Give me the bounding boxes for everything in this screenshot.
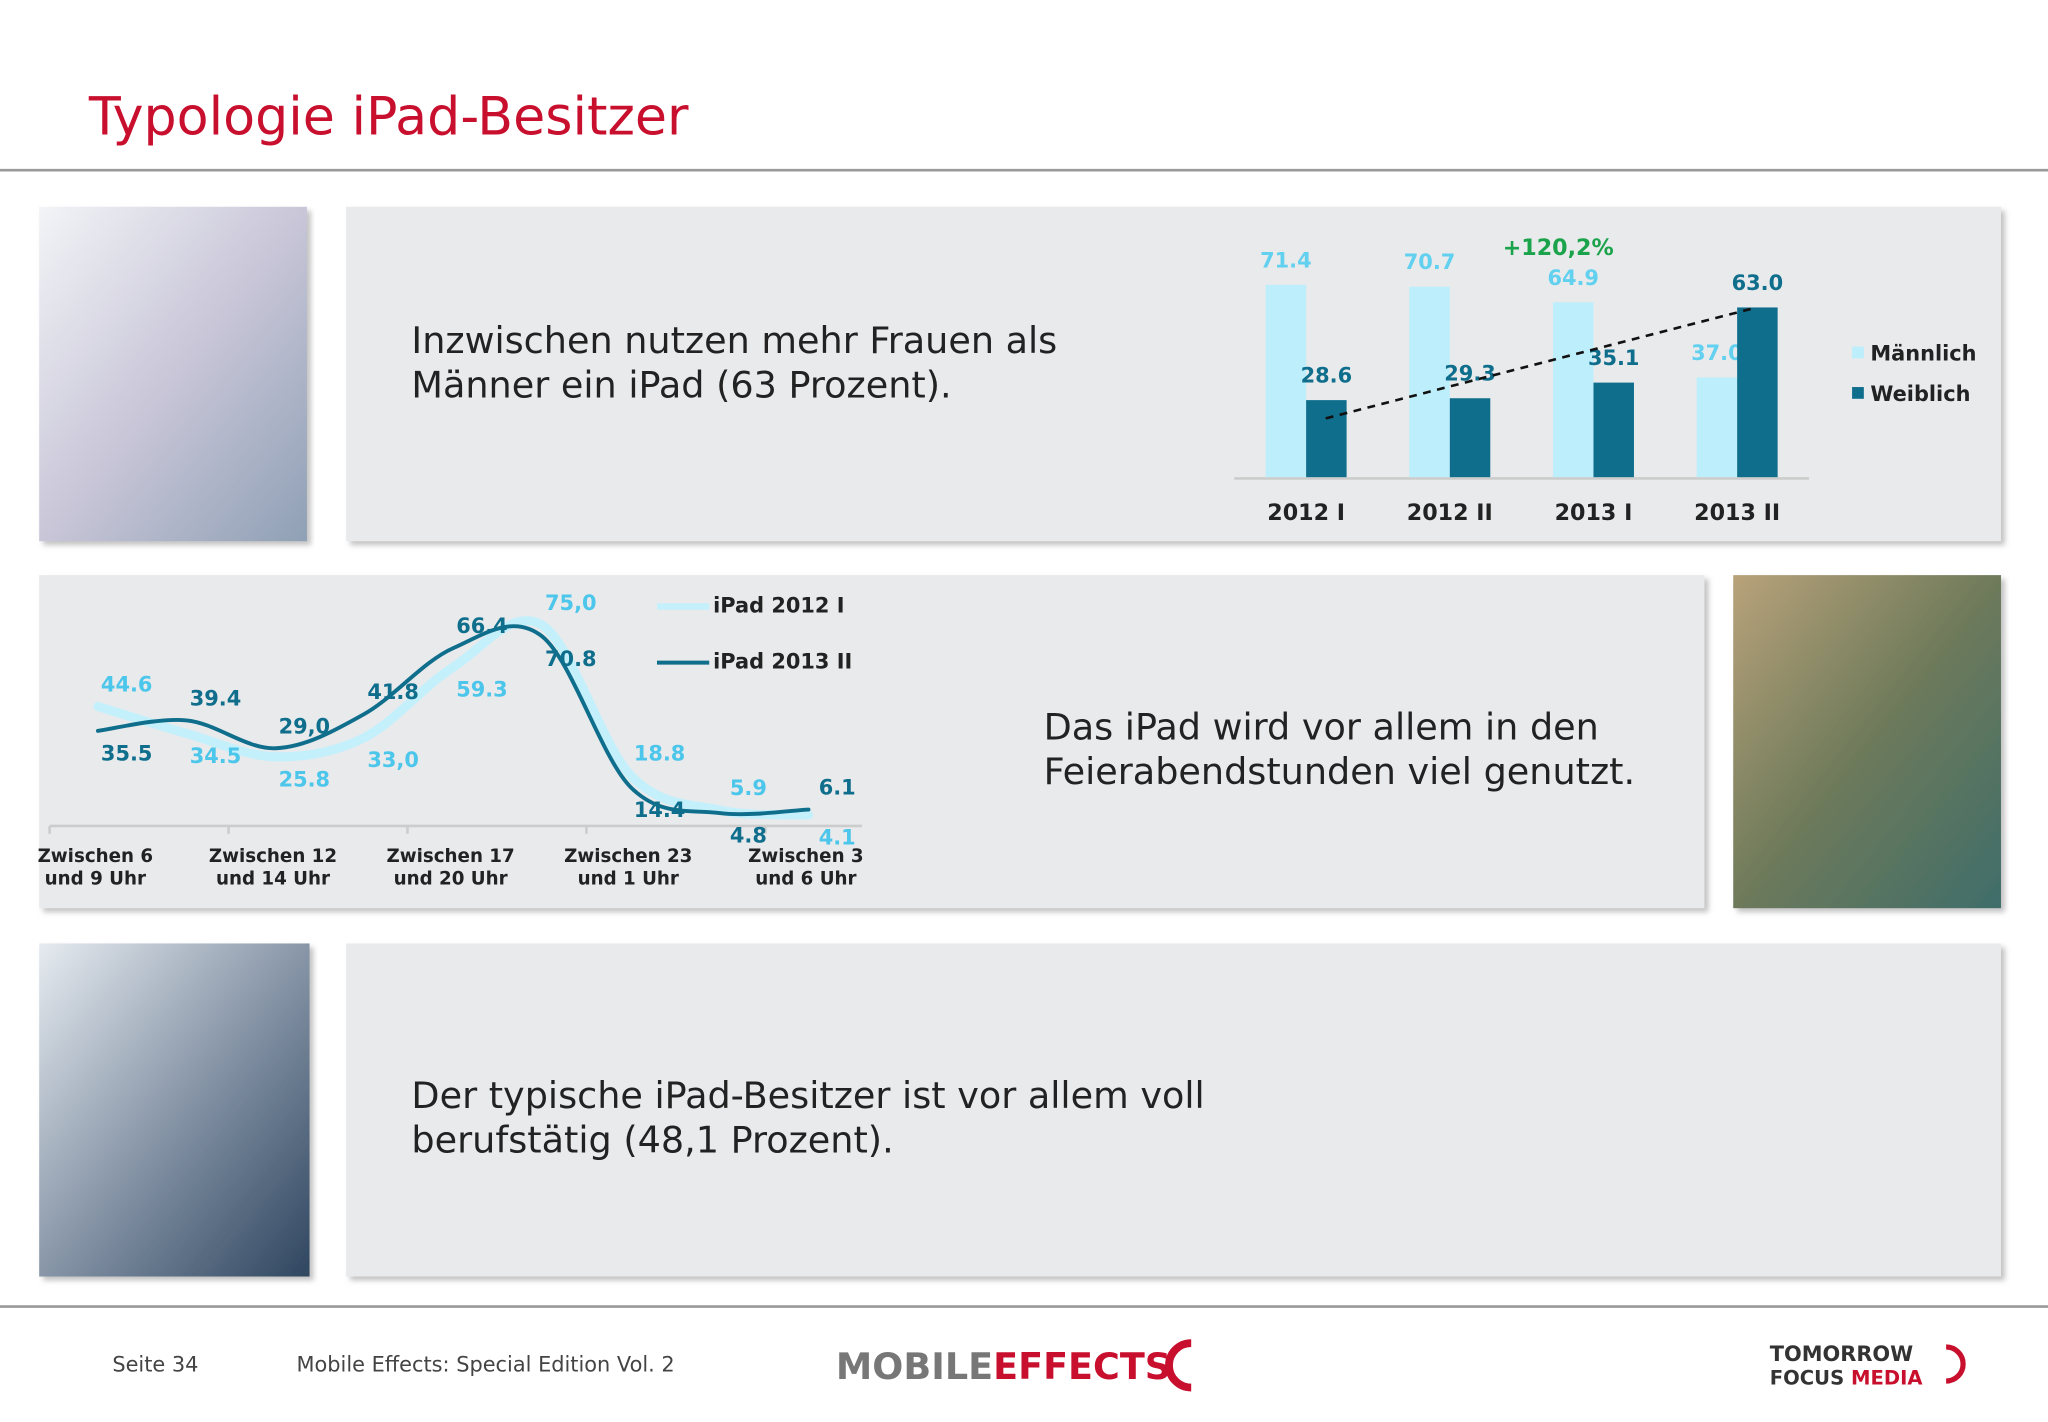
data-label: 44.6	[101, 673, 153, 697]
trend-line	[1325, 306, 1758, 420]
logo-part: MOBILE	[836, 1344, 993, 1387]
x-tick-label: 2013 II	[1694, 500, 1780, 526]
data-label: 75,0	[545, 591, 597, 615]
x-tick-label: Zwischen 3	[748, 846, 864, 867]
panel	[346, 206, 2001, 542]
x-tick-label: Zwischen 12	[209, 846, 337, 867]
data-label: 70.8	[545, 647, 597, 671]
legend-swatch	[1852, 346, 1864, 359]
data-label: 14.4	[634, 798, 686, 822]
legend-label: Weiblich	[1870, 382, 1970, 406]
data-label: 35.5	[101, 741, 153, 765]
data-label: 4.1	[819, 825, 856, 849]
x-tick-label: Zwischen 17	[386, 846, 514, 867]
panel-text: berufstätig (48,1 Prozent).	[411, 1118, 893, 1161]
logo-mark	[1165, 1339, 1192, 1392]
panel	[346, 943, 2001, 1277]
bar	[1737, 307, 1778, 478]
logo-part: FOCUS	[1770, 1366, 1844, 1389]
data-label: 25.8	[279, 767, 331, 791]
data-label: 41.8	[367, 680, 419, 704]
bar	[1449, 398, 1491, 478]
data-label: 34.5	[190, 744, 242, 768]
bar	[1409, 286, 1450, 478]
x-axis	[48, 824, 863, 834]
panel-text: Inzwischen nutzen mehr Frauen als	[411, 319, 1057, 362]
data-label: 63.0	[1732, 271, 1784, 295]
panel-text: Das iPad wird vor allem in den	[1044, 706, 1599, 749]
logo-part: MEDIA	[1851, 1366, 1923, 1389]
bar	[1552, 302, 1594, 478]
x-tick-label: und 9 Uhr	[45, 868, 146, 889]
data-label: 29,0	[279, 714, 331, 738]
x-tick-label: und 1 Uhr	[578, 868, 679, 889]
bar	[1593, 382, 1634, 478]
data-label: 39.4	[190, 687, 242, 711]
legend-swatch	[1852, 387, 1864, 399]
data-label: 71.4	[1260, 248, 1312, 272]
data-label: 59.3	[456, 678, 508, 702]
logo-mark	[1945, 1344, 1966, 1384]
x-tick-label: Zwischen 6	[38, 846, 154, 867]
panel-text: Feierabendstunden viel genutzt.	[1044, 750, 1636, 793]
data-label: 33,0	[367, 748, 419, 772]
data-label: 35.1	[1588, 346, 1640, 370]
line	[93, 616, 814, 820]
bar	[1696, 377, 1738, 478]
panel	[39, 575, 1705, 909]
line	[96, 624, 811, 817]
x-tick-label: 2013 I	[1555, 500, 1633, 526]
bar	[1265, 284, 1307, 478]
data-label: 18.8	[634, 742, 686, 766]
x-tick-label: Zwischen 23	[564, 846, 692, 867]
legend-label: iPad 2013 II	[713, 650, 852, 674]
data-label: 37.0	[1691, 341, 1743, 365]
data-label: 66.4	[456, 614, 508, 638]
photo-women	[1733, 575, 2001, 909]
panel-text: Männer ein iPad (63 Prozent).	[411, 364, 951, 407]
slide-title: Typologie iPad-Besitzer	[88, 88, 689, 148]
annotation: +120,2%	[1503, 235, 1614, 261]
x-tick-label: und 6 Uhr	[755, 868, 856, 889]
logo-tfm: FOCUS MEDIA	[1770, 1366, 1924, 1389]
photo-woman	[39, 206, 307, 542]
panel-text: Der typische iPad-Besitzer ist vor allem…	[411, 1074, 1204, 1117]
data-label: 4.8	[730, 824, 767, 848]
legend-label: Männlich	[1870, 341, 1976, 365]
data-label: 70.7	[1404, 250, 1456, 274]
data-label: 5.9	[730, 776, 767, 800]
logo-mobile-effects: MOBILEEFFECTS	[836, 1344, 1171, 1387]
data-label: 64.9	[1547, 266, 1599, 290]
legend-label: iPad 2012 I	[713, 593, 844, 617]
logo-tfm: TOMORROW	[1770, 1342, 1913, 1366]
x-tick-label: und 14 Uhr	[216, 868, 330, 889]
bar	[1306, 400, 1347, 478]
data-label: 6.1	[819, 776, 856, 800]
x-tick-label: 2012 II	[1407, 500, 1493, 526]
x-tick-label: 2012 I	[1267, 500, 1345, 526]
page-number: Seite 34	[112, 1352, 198, 1376]
data-label: 28.6	[1301, 364, 1353, 388]
logo-part: EFFECTS	[993, 1344, 1171, 1387]
publication: Mobile Effects: Special Edition Vol. 2	[296, 1352, 674, 1376]
x-tick-label: und 20 Uhr	[394, 868, 508, 889]
photo-handshake	[39, 943, 310, 1277]
